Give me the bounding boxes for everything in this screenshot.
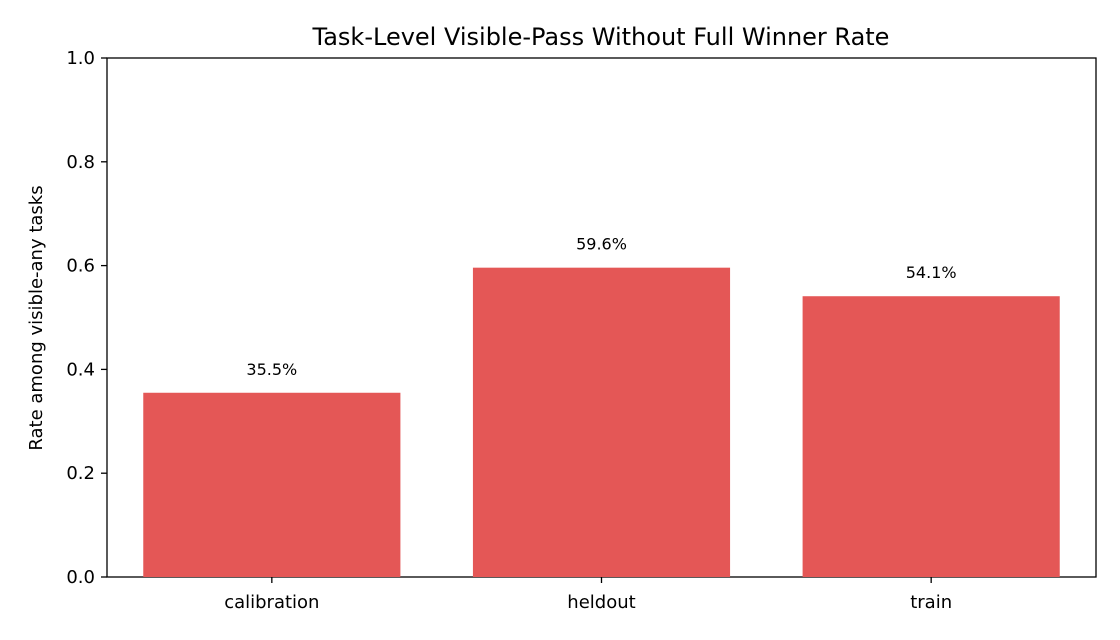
bar-value-label-calibration: 35.5%	[246, 360, 297, 379]
bar-labels-group: 35.5% 59.6% 54.1%	[246, 235, 956, 379]
x-tick-label-heldout: heldout	[567, 592, 635, 613]
plot-area: 35.5% 59.6% 54.1% 0.0 0.2 0.4 0.6 0.8 1.0 calib…	[66, 48, 1097, 613]
bar-calibration	[143, 392, 401, 577]
bar-value-label-train: 54.1%	[906, 263, 957, 282]
x-axis-ticks: calibration heldout train	[224, 577, 952, 613]
bars-group	[143, 267, 1060, 577]
y-axis-ticks: 0.0 0.2 0.4 0.6 0.8 1.0	[66, 48, 107, 588]
x-tick-label-calibration: calibration	[224, 592, 319, 613]
y-axis-label: Rate among visible-any tasks	[26, 185, 47, 450]
bar-value-label-heldout: 59.6%	[576, 235, 627, 254]
y-tick-label-0: 0.0	[66, 567, 95, 588]
y-tick-label-5: 1.0	[66, 48, 95, 69]
chart-title: Task-Level Visible-Pass Without Full Win…	[312, 23, 890, 51]
bar-train	[802, 296, 1060, 577]
bar-heldout	[472, 267, 731, 577]
y-tick-label-1: 0.2	[66, 463, 95, 484]
y-tick-label-3: 0.6	[66, 256, 95, 277]
y-tick-label-2: 0.4	[66, 359, 95, 380]
y-tick-label-4: 0.8	[66, 152, 95, 173]
x-tick-label-train: train	[910, 592, 952, 613]
